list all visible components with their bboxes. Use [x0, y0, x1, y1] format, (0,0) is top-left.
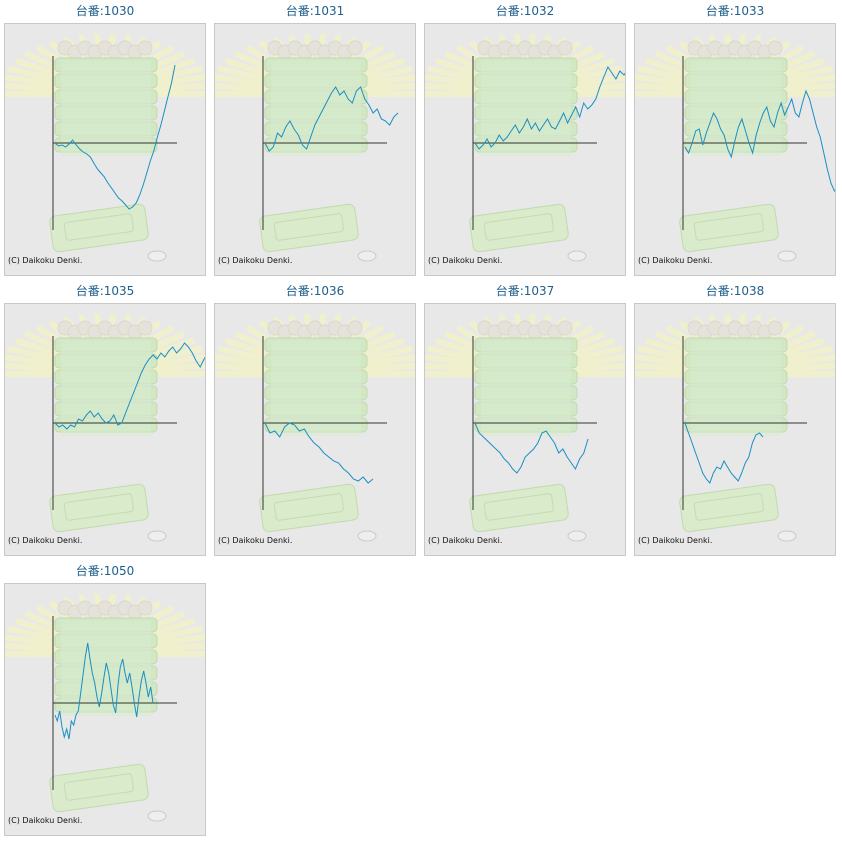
copyright-text: (C) Daikoku Denki. — [428, 256, 503, 265]
background-illustration — [5, 593, 205, 822]
series-line — [54, 64, 176, 210]
chart-title[interactable]: 台番:1037 — [495, 284, 555, 298]
chart-cell: 台番:1030 (C) Daikoku Denki. — [0, 0, 210, 280]
background-illustration — [635, 313, 835, 542]
chart-cell: 台番:1050 (C) Daikoku Denki. — [0, 560, 210, 840]
chart-panel: (C) Daikoku Denki. — [424, 303, 626, 556]
background-illustration — [5, 33, 205, 262]
copyright-text: (C) Daikoku Denki. — [428, 536, 503, 545]
chart-title[interactable]: 台番:1033 — [705, 4, 765, 18]
chart-svg — [425, 33, 625, 262]
copyright-text: (C) Daikoku Denki. — [8, 816, 83, 825]
chart-panel: (C) Daikoku Denki. — [4, 303, 206, 556]
chart-cell: 台番:1035 (C) Daikoku Denki. — [0, 280, 210, 560]
chart-title[interactable]: 台番:1038 — [705, 284, 765, 298]
series-line — [474, 422, 589, 474]
background-illustration — [425, 33, 625, 262]
chart-cell: 台番:1037 (C) Daikoku Denki. — [420, 280, 630, 560]
chart-svg — [5, 593, 205, 822]
chart-panel: (C) Daikoku Denki. — [214, 23, 416, 276]
background-illustration — [5, 313, 205, 542]
chart-svg — [215, 33, 415, 262]
chart-title[interactable]: 台番:1030 — [75, 4, 135, 18]
chart-title[interactable]: 台番:1031 — [285, 4, 345, 18]
chart-cell: 台番:1031 (C) Daikoku Denki. — [210, 0, 420, 280]
series-line — [684, 422, 764, 484]
background-illustration — [215, 33, 415, 262]
series-line — [264, 86, 399, 152]
chart-title[interactable]: 台番:1036 — [285, 284, 345, 298]
series-line — [474, 65, 625, 150]
copyright-text: (C) Daikoku Denki. — [8, 256, 83, 265]
chart-panel: (C) Daikoku Denki. — [634, 303, 836, 556]
chart-cell: 台番:1036 (C) Daikoku Denki. — [210, 280, 420, 560]
series-line — [684, 89, 835, 192]
chart-svg — [635, 33, 835, 262]
series-line — [264, 422, 374, 484]
chart-title[interactable]: 台番:1032 — [495, 4, 555, 18]
chart-svg — [635, 313, 835, 542]
copyright-text: (C) Daikoku Denki. — [8, 536, 83, 545]
copyright-text: (C) Daikoku Denki. — [218, 536, 293, 545]
copyright-text: (C) Daikoku Denki. — [638, 256, 713, 265]
chart-cell: 台番:1033 (C) Daikoku Denki. — [630, 0, 840, 280]
copyright-text: (C) Daikoku Denki. — [638, 536, 713, 545]
chart-svg — [425, 313, 625, 542]
chart-svg — [5, 313, 205, 542]
chart-svg — [215, 313, 415, 542]
chart-cell: 台番:1032 (C) Daikoku Denki. — [420, 0, 630, 280]
chart-panel: (C) Daikoku Denki. — [214, 303, 416, 556]
series-line — [54, 642, 154, 740]
chart-panel: (C) Daikoku Denki. — [424, 23, 626, 276]
chart-panel: (C) Daikoku Denki. — [4, 23, 206, 276]
series-line — [54, 342, 205, 430]
chart-cell: 台番:1038 (C) Daikoku Denki. — [630, 280, 840, 560]
chart-title[interactable]: 台番:1050 — [75, 564, 135, 578]
chart-title[interactable]: 台番:1035 — [75, 284, 135, 298]
chart-panel: (C) Daikoku Denki. — [634, 23, 836, 276]
background-illustration — [215, 313, 415, 542]
chart-panel: (C) Daikoku Denki. — [4, 583, 206, 836]
background-illustration — [635, 33, 835, 262]
copyright-text: (C) Daikoku Denki. — [218, 256, 293, 265]
background-illustration — [425, 313, 625, 542]
chart-svg — [5, 33, 205, 262]
